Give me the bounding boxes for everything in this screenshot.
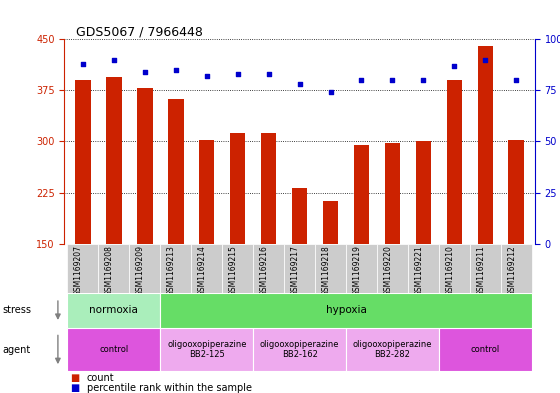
Bar <box>261 133 277 244</box>
Point <box>481 57 490 63</box>
Bar <box>192 244 222 293</box>
Bar <box>315 244 346 293</box>
Point <box>109 57 118 63</box>
Text: GDS5067 / 7966448: GDS5067 / 7966448 <box>76 26 203 39</box>
Text: hypoxia: hypoxia <box>325 305 366 316</box>
Bar <box>508 140 524 244</box>
Bar <box>106 77 122 244</box>
Bar <box>377 244 408 293</box>
Bar <box>439 244 470 293</box>
Point <box>233 71 242 77</box>
Bar <box>253 244 284 293</box>
Text: oligooxopiperazine
BB2-282: oligooxopiperazine BB2-282 <box>353 340 432 360</box>
Text: GSM1169209: GSM1169209 <box>136 245 145 296</box>
Point <box>450 63 459 69</box>
Bar <box>501 244 531 293</box>
Bar <box>68 293 160 328</box>
Bar <box>446 80 462 244</box>
Point <box>141 69 150 75</box>
Text: stress: stress <box>3 305 32 316</box>
Point <box>512 77 521 83</box>
Bar <box>129 244 160 293</box>
Bar <box>222 244 253 293</box>
Text: GSM1169216: GSM1169216 <box>260 245 269 296</box>
Text: control: control <box>470 345 500 354</box>
Text: agent: agent <box>3 345 31 355</box>
Text: GSM1169218: GSM1169218 <box>321 245 330 296</box>
Point <box>357 77 366 83</box>
Text: ■: ■ <box>70 383 80 393</box>
Bar <box>68 244 99 293</box>
Text: GSM1169214: GSM1169214 <box>198 245 207 296</box>
Text: GSM1169207: GSM1169207 <box>74 245 83 296</box>
Point <box>202 73 211 79</box>
Text: oligooxopiperazine
BB2-125: oligooxopiperazine BB2-125 <box>167 340 246 360</box>
Text: GSM1169221: GSM1169221 <box>414 245 423 296</box>
Text: GSM1169211: GSM1169211 <box>477 245 486 296</box>
Text: GSM1169210: GSM1169210 <box>445 245 454 296</box>
Bar <box>323 202 338 244</box>
Bar <box>168 99 184 244</box>
Text: GSM1169212: GSM1169212 <box>507 245 516 296</box>
Text: GSM1169220: GSM1169220 <box>384 245 393 296</box>
Bar <box>416 141 431 244</box>
Point <box>326 89 335 95</box>
Bar <box>408 244 439 293</box>
Bar <box>137 88 152 244</box>
Point <box>419 77 428 83</box>
Point <box>78 61 87 67</box>
Text: control: control <box>99 345 129 354</box>
Bar <box>160 244 192 293</box>
Bar <box>478 46 493 244</box>
Text: normoxia: normoxia <box>90 305 138 316</box>
Text: count: count <box>87 373 114 383</box>
Bar <box>470 244 501 293</box>
Text: GSM1169215: GSM1169215 <box>228 245 237 296</box>
Bar <box>292 188 307 244</box>
Bar <box>99 244 129 293</box>
Point <box>171 67 180 73</box>
Text: GSM1169217: GSM1169217 <box>291 245 300 296</box>
Point <box>295 81 304 87</box>
Bar <box>230 133 245 244</box>
Text: GSM1169219: GSM1169219 <box>352 245 362 296</box>
Bar <box>284 244 315 293</box>
Bar <box>346 244 377 293</box>
Text: percentile rank within the sample: percentile rank within the sample <box>87 383 252 393</box>
Text: oligooxopiperazine
BB2-162: oligooxopiperazine BB2-162 <box>260 340 339 360</box>
Bar <box>160 293 531 328</box>
Bar <box>354 145 369 244</box>
Text: GSM1169213: GSM1169213 <box>167 245 176 296</box>
Text: GSM1169208: GSM1169208 <box>105 245 114 296</box>
Bar <box>160 328 253 371</box>
Bar <box>199 140 214 244</box>
Bar <box>253 328 346 371</box>
Bar <box>385 143 400 244</box>
Text: ■: ■ <box>70 373 80 383</box>
Bar <box>75 80 91 244</box>
Point <box>388 77 397 83</box>
Bar <box>68 328 160 371</box>
Bar <box>346 328 439 371</box>
Point <box>264 71 273 77</box>
Bar <box>439 328 531 371</box>
